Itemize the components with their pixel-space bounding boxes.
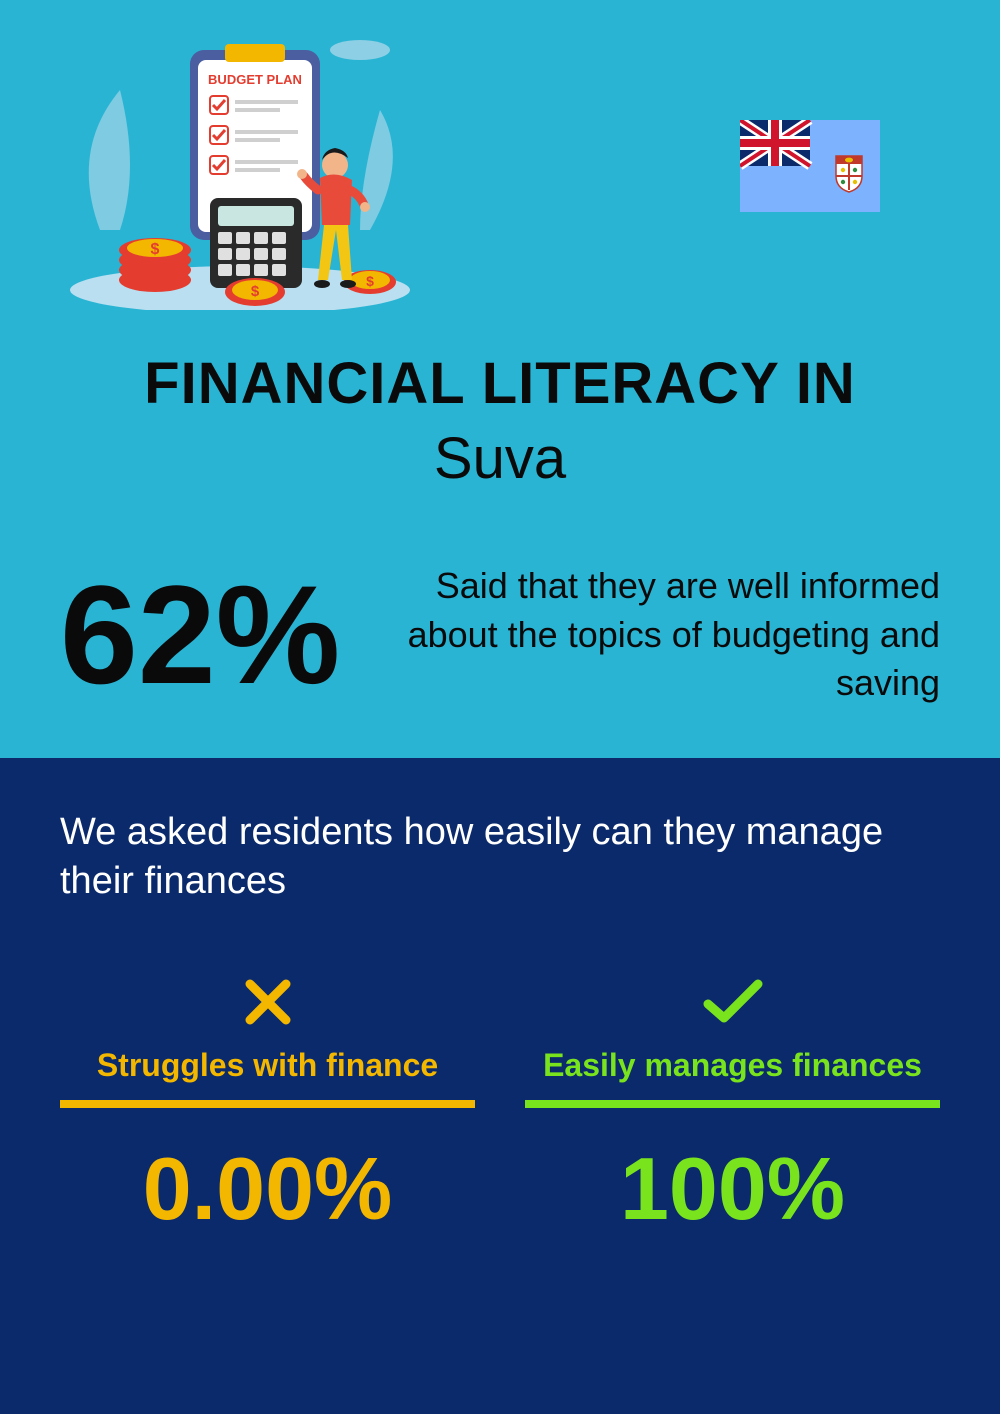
budget-illustration: BUDGET PLAN <box>60 30 420 310</box>
manages-value: 100% <box>525 1138 940 1240</box>
fiji-flag <box>740 120 880 212</box>
check-icon <box>525 967 940 1037</box>
manages-label: Easily manages finances <box>525 1047 940 1108</box>
title-sub: Suva <box>60 425 940 492</box>
svg-text:$: $ <box>366 273 374 289</box>
main-stat-value: 62% <box>60 565 340 705</box>
struggles-value: 0.00% <box>60 1138 475 1240</box>
title-block: FINANCIAL LITERACY IN Suva <box>60 350 940 492</box>
compare-row: Struggles with finance 0.00% Easily mana… <box>60 967 940 1240</box>
clipboard-title: BUDGET PLAN <box>208 72 302 87</box>
survey-question: We asked residents how easily can they m… <box>60 808 940 907</box>
x-icon <box>60 967 475 1037</box>
infographic-page: BUDGET PLAN <box>0 0 1000 1414</box>
struggles-column: Struggles with finance 0.00% <box>60 967 475 1240</box>
svg-text:$: $ <box>251 283 260 300</box>
bottom-section: We asked residents how easily can they m… <box>0 758 1000 1414</box>
top-section: BUDGET PLAN <box>0 0 1000 758</box>
main-stat-row: 62% Said that they are well informed abo… <box>60 562 940 708</box>
main-stat-text: Said that they are well informed about t… <box>380 562 940 708</box>
svg-text:$: $ <box>151 241 160 258</box>
struggles-label: Struggles with finance <box>60 1047 475 1108</box>
header-row: BUDGET PLAN <box>60 30 940 310</box>
title-main: FINANCIAL LITERACY IN <box>60 350 940 417</box>
manages-column: Easily manages finances 100% <box>525 967 940 1240</box>
